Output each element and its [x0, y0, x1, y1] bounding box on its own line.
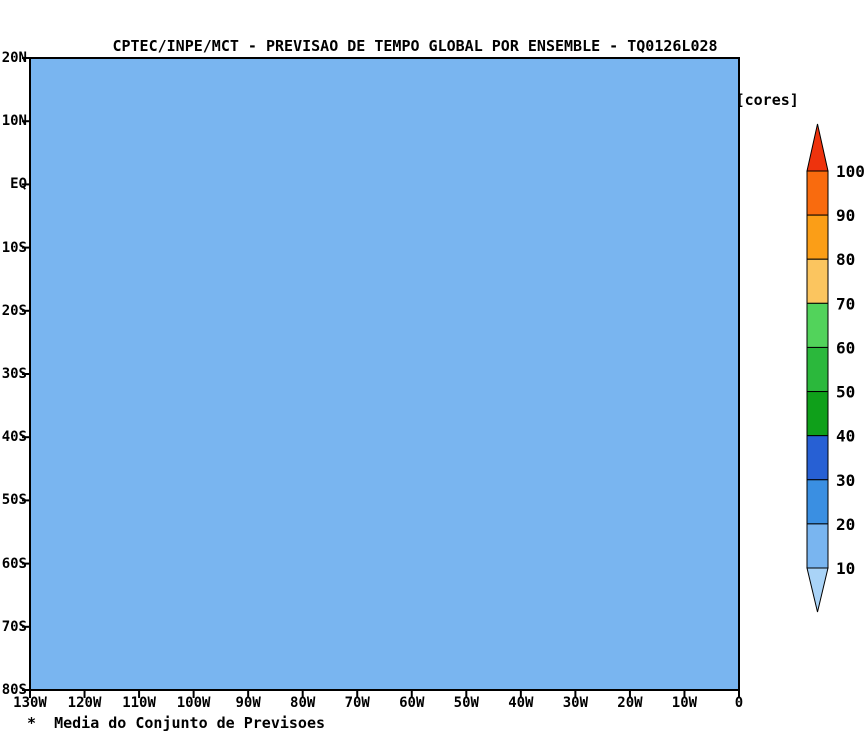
ensemble-mean-footnote: * Media do Conjunto de Previsoes — [27, 714, 326, 732]
lon-axis-label: 110W — [122, 695, 156, 711]
lat-axis-label: EQ — [10, 176, 27, 193]
lon-axis-label: 0 — [734, 695, 744, 711]
lat-axis-label: 10S — [1, 239, 27, 256]
colorbar-label-40: 40 — [836, 427, 855, 446]
colorbar-segment-50-60 — [806, 346, 829, 393]
colorbar-label-50: 50 — [836, 383, 855, 402]
lat-axis-label: 80S — [1, 682, 27, 698]
colorbar-segment-80-90 — [806, 214, 829, 260]
lon-axis-label: 120W — [67, 695, 102, 711]
colorbar-label-70: 70 — [836, 294, 855, 313]
colorbar-segment-40-50 — [806, 391, 829, 437]
lon-axis-label: 130W — [13, 695, 47, 711]
lon-axis-label: 90W — [235, 695, 261, 711]
colorbar-label-20: 20 — [836, 515, 855, 534]
colorbar-label-90: 90 — [836, 206, 855, 225]
lat-axis-label: 30S — [1, 366, 27, 382]
lon-axis-label: 50W — [453, 695, 479, 711]
lat-axis-label: 60S — [1, 555, 27, 572]
lat-axis-label: 50S — [1, 492, 27, 509]
colorbar-label-30: 30 — [836, 471, 855, 490]
colorbar-arrow-top — [806, 123, 829, 172]
colorbar: 100 90 80 70 60 50 40 30 20 10 — [806, 123, 865, 613]
colorbar-segment-70-80 — [806, 258, 829, 304]
lon-axis-label: 30W — [562, 695, 589, 711]
lon-axis-label: 70W — [344, 695, 370, 711]
spread-shading-base — [30, 58, 739, 690]
lon-axis-label: 10W — [671, 695, 698, 711]
lat-axis-label: 10N — [1, 113, 27, 130]
colorbar-segment-20-30 — [806, 479, 829, 525]
lat-axis-label: 40S — [1, 429, 27, 446]
lat-axis-label: 20S — [1, 302, 27, 319]
colorbar-segment-90-100 — [806, 170, 829, 216]
chart-title-line1: CPTEC/INPE/MCT - PREVISAO DE TEMPO GLOBA… — [112, 37, 718, 55]
lon-axis-label: 60W — [399, 695, 425, 711]
lon-axis-label: 80W — [290, 695, 316, 711]
lon-axis-label: 20W — [617, 695, 643, 711]
lat-axis-label: 70S — [1, 618, 27, 635]
lon-axis-label: 40W — [508, 695, 534, 711]
colorbar-segment-10-20 — [806, 523, 829, 569]
lat-axis-label: 20N — [1, 50, 27, 66]
colorbar-segment-60-70 — [806, 302, 829, 348]
colorbar-label-100: 100 — [836, 162, 865, 181]
colorbar-arrow-bottom — [806, 567, 829, 613]
lon-axis-label: 100W — [176, 695, 211, 711]
colorbar-label-60: 60 — [836, 338, 855, 357]
colorbar-label-10: 10 — [836, 559, 855, 578]
colorbar-label-80: 80 — [836, 250, 855, 269]
colorbar-segment-30-40 — [806, 435, 829, 481]
